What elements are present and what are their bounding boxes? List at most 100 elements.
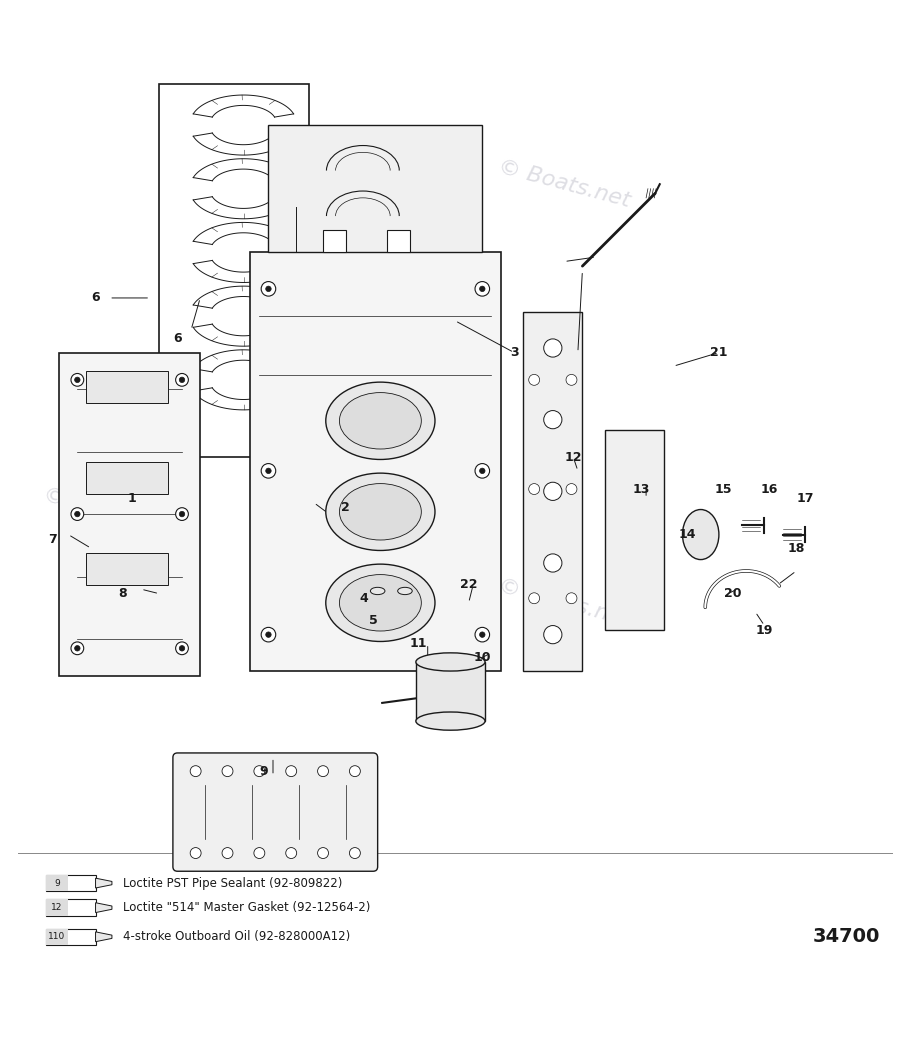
Circle shape [543,482,561,500]
Ellipse shape [339,483,421,540]
Ellipse shape [326,564,435,641]
Bar [46,874,96,891]
Text: 19: 19 [755,623,774,637]
Text: 6: 6 [92,292,100,304]
Ellipse shape [339,392,421,449]
Text: 12: 12 [51,903,63,913]
Text: © Boats.net: © Boats.net [496,576,632,630]
Circle shape [543,554,561,572]
Circle shape [179,511,185,517]
Circle shape [566,374,577,386]
Ellipse shape [398,587,412,595]
Circle shape [190,765,201,777]
Circle shape [286,765,297,777]
Circle shape [261,463,276,478]
Polygon shape [523,312,582,671]
Circle shape [529,593,540,604]
Circle shape [176,508,188,520]
Circle shape [566,483,577,495]
Bar [46,900,68,916]
Text: 21: 21 [710,346,728,359]
Text: 34700: 34700 [813,928,880,947]
Text: 18: 18 [787,542,805,554]
Text: 1: 1 [127,492,136,505]
Circle shape [529,374,540,386]
Circle shape [222,765,233,777]
Circle shape [71,373,84,386]
Bar [46,929,68,944]
Text: 12: 12 [564,450,582,463]
Polygon shape [605,430,664,630]
Circle shape [179,377,185,383]
Text: © Boats.net: © Boats.net [41,484,177,540]
Text: 8: 8 [118,587,127,600]
Circle shape [266,632,271,637]
Circle shape [176,373,188,386]
Circle shape [286,848,297,859]
Bar [46,874,68,891]
Ellipse shape [326,382,435,459]
Text: 4: 4 [359,591,369,605]
Text: 110: 110 [48,933,66,941]
Ellipse shape [370,587,385,595]
Text: 2: 2 [341,500,350,514]
Circle shape [266,286,271,292]
Polygon shape [96,903,112,913]
Circle shape [566,593,577,604]
Text: 6: 6 [173,333,182,346]
Text: 9: 9 [54,879,60,887]
Circle shape [529,483,540,495]
Circle shape [266,469,271,474]
Circle shape [254,765,265,777]
Ellipse shape [326,473,435,550]
Bar [387,230,410,252]
Ellipse shape [416,653,485,671]
Text: 3: 3 [510,346,519,359]
Text: 13: 13 [632,482,651,495]
Circle shape [475,628,490,642]
Text: 22: 22 [460,578,478,591]
Text: Loctite PST Pipe Sealant (92-809822): Loctite PST Pipe Sealant (92-809822) [123,877,342,889]
Circle shape [475,463,490,478]
Bar [323,230,346,252]
Bar [86,462,168,494]
Text: 17: 17 [796,492,814,505]
Ellipse shape [339,575,421,631]
Circle shape [176,642,188,655]
Bar [398,591,412,617]
Circle shape [543,625,561,643]
Text: 14: 14 [678,528,696,541]
Text: 4-stroke Outboard Oil (92-828000A12): 4-stroke Outboard Oil (92-828000A12) [123,931,350,943]
Bar [159,84,309,457]
Bar [46,900,96,916]
Circle shape [318,765,329,777]
Circle shape [480,286,485,292]
Bar [86,552,168,585]
Bar [370,591,385,617]
Circle shape [543,339,561,357]
Ellipse shape [682,510,719,560]
Text: 10: 10 [473,651,491,664]
Bar [416,661,485,721]
Circle shape [254,848,265,859]
Circle shape [71,508,84,520]
Text: Loctite "514" Master Gasket (92-12564-2): Loctite "514" Master Gasket (92-12564-2) [123,901,370,914]
Circle shape [222,848,233,859]
Circle shape [190,848,201,859]
Polygon shape [59,353,200,675]
Polygon shape [96,878,112,888]
Circle shape [318,848,329,859]
Circle shape [349,765,360,777]
Circle shape [75,377,80,383]
Bar [46,929,96,944]
Ellipse shape [416,712,485,730]
Text: 7: 7 [48,532,57,546]
Text: © Boats.net: © Boats.net [496,157,632,211]
Polygon shape [250,252,501,671]
Circle shape [261,628,276,642]
Circle shape [75,511,80,517]
Text: 5: 5 [369,615,378,628]
Bar [86,371,168,403]
Text: 20: 20 [723,587,742,600]
Circle shape [543,410,561,428]
